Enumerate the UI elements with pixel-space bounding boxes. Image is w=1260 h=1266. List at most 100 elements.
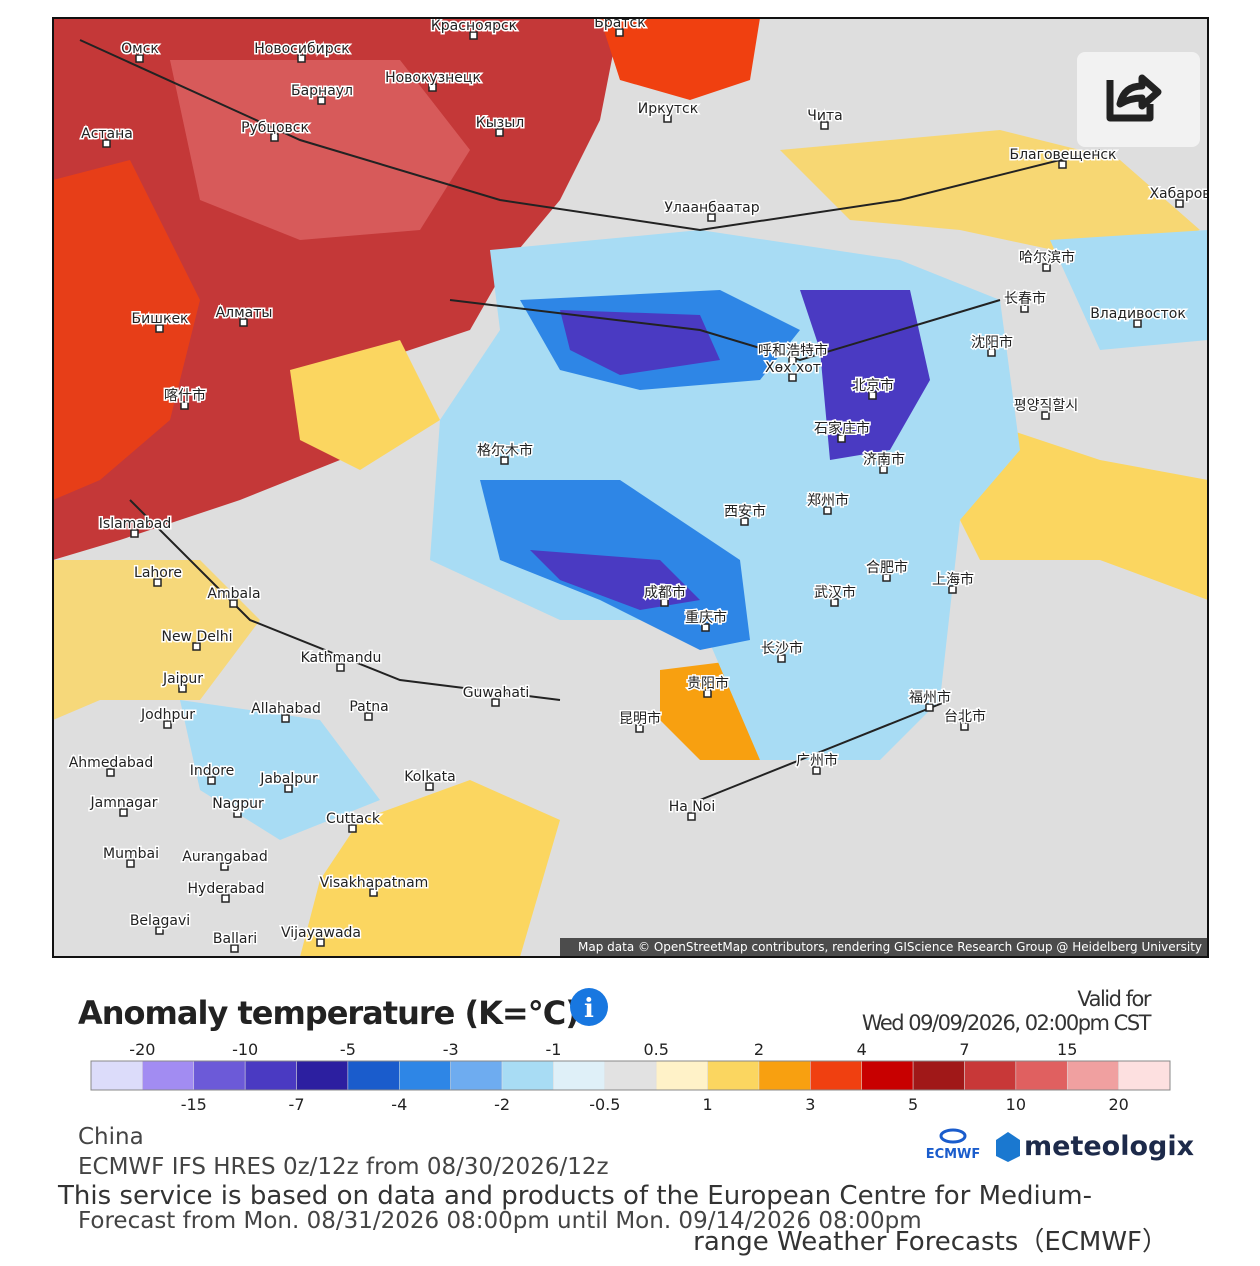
city-marker [119,808,128,817]
city-label: Хөх хот [765,360,821,376]
warm-area [53,560,260,720]
city-label: Хабаров [1149,186,1210,202]
city-label: 合肥市 [866,559,908,576]
city-label: Aurangabad [182,849,267,865]
city-label: 沈阳市 [971,334,1013,351]
city-marker [192,642,201,651]
city-marker [703,689,712,698]
share-button[interactable] [1077,52,1200,147]
city-label: Jabalpur [259,771,318,787]
city-marker [469,31,478,40]
colorbar-label: 20 [1108,1095,1128,1114]
city-marker [270,133,279,142]
colorbar-label: 2 [754,1040,764,1059]
city-label: Jamnagar [89,795,157,811]
colorbar-segment [1015,1060,1068,1091]
colorbar-segment [912,1060,965,1091]
attribution-bg [560,938,1208,957]
colorbar-segment [810,1060,862,1091]
region: China [78,1124,144,1150]
city-marker [687,812,696,821]
city-label: 평양직할시 [1014,398,1078,414]
city-marker [663,114,672,123]
colorbar: -20 -10 -5 -3 -1 0.5 2 4 7 15 -15 -7 -4 -2 -0.5 1 3 5 10 20 [90,1040,1171,1114]
city-label: Ambala [207,586,260,602]
cool-area [560,310,720,375]
colorbar-label: 0.5 [643,1040,668,1059]
city-marker [106,768,115,777]
city-marker [135,54,144,63]
city-label: Jaipur [162,671,203,687]
cool-area [180,700,380,840]
city-label: 长春市 [1004,290,1046,307]
city-marker [155,324,164,333]
colorbar-frame [90,1060,1171,1091]
service-note: This service is based on data and produc… [57,1181,1092,1211]
model-info: ECMWF IFS HRES 0z/12z from 08/30/2026/12… [78,1154,609,1180]
colorbar-label: -0.5 [589,1095,620,1114]
city-marker [788,373,797,382]
city-marker [297,54,306,63]
city-marker [837,434,846,443]
city-marker [281,714,290,723]
city-label: Islamabad [99,516,171,532]
city-marker [336,663,345,672]
colorbar-label: -10 [232,1040,258,1059]
colorbar-segment [1066,1060,1119,1091]
svg-text:i: i [584,994,594,1024]
colorbar-segment [244,1060,297,1091]
city-marker [180,401,189,410]
city-label: Cuttack [326,811,381,827]
city-label: 格尔木市 [477,442,533,459]
valid-for: Valid for [1077,987,1152,1011]
city-label: 郑州市 [807,492,849,509]
warm-area [780,130,1200,260]
city-label: New Delhi [161,629,232,645]
city-label: Hyderabad [188,881,265,897]
colorbar-label: -2 [494,1095,510,1114]
city-label: 上海市 [932,571,974,588]
city-label: Красноярск [431,18,517,34]
forecast-range: Forecast from Mon. 08/31/2026 08:00pm un… [78,1208,922,1234]
city-label: 福州市 [909,689,951,706]
colorbar-label: -20 [129,1040,155,1059]
city-label: 济南市 [863,451,905,468]
colorbar-segment [347,1060,400,1091]
colorbar-label: -15 [181,1095,207,1114]
brand-logo: meteologix [996,1131,1194,1162]
city-marker [823,506,832,515]
city-marker [1175,199,1184,208]
city-label: Belagavi [130,913,190,929]
city-label: Омск [121,41,159,57]
map[interactable]: Омск Новосибирск Красноярск Братск Барнаул Но… [53,15,1211,957]
city-marker [130,529,139,538]
info-button[interactable]: i [570,988,608,1026]
city-label: 北京市 [852,377,894,394]
service-note: range Weather Forecasts（ECMWF） [693,1227,1168,1257]
map-frame [52,17,1209,958]
city-marker [660,598,669,607]
city-label: Ballari [213,931,257,947]
colorbar-segment [861,1060,914,1091]
city-label: 广州市 [796,752,838,769]
city-label: 武汉市 [814,584,856,601]
city-label: 西安市 [724,503,766,520]
city-marker [948,585,957,594]
city-label: 呼和浩特市 [758,342,828,359]
warm-area [290,340,440,470]
city-marker [425,782,434,791]
city-marker [178,684,187,693]
city-marker [788,356,797,365]
colorbar-segment [553,1060,606,1091]
city-label: 昆明市 [619,710,661,727]
city-marker [925,703,934,712]
city-marker [500,456,509,465]
colorbar-label: -3 [443,1040,459,1059]
city-marker [317,96,326,105]
city-label: Алматы [216,305,273,321]
cool-area [1050,230,1208,350]
city-marker [207,776,216,785]
city-marker [615,28,624,37]
city-marker [1041,411,1050,420]
city-label: Indore [190,763,235,779]
